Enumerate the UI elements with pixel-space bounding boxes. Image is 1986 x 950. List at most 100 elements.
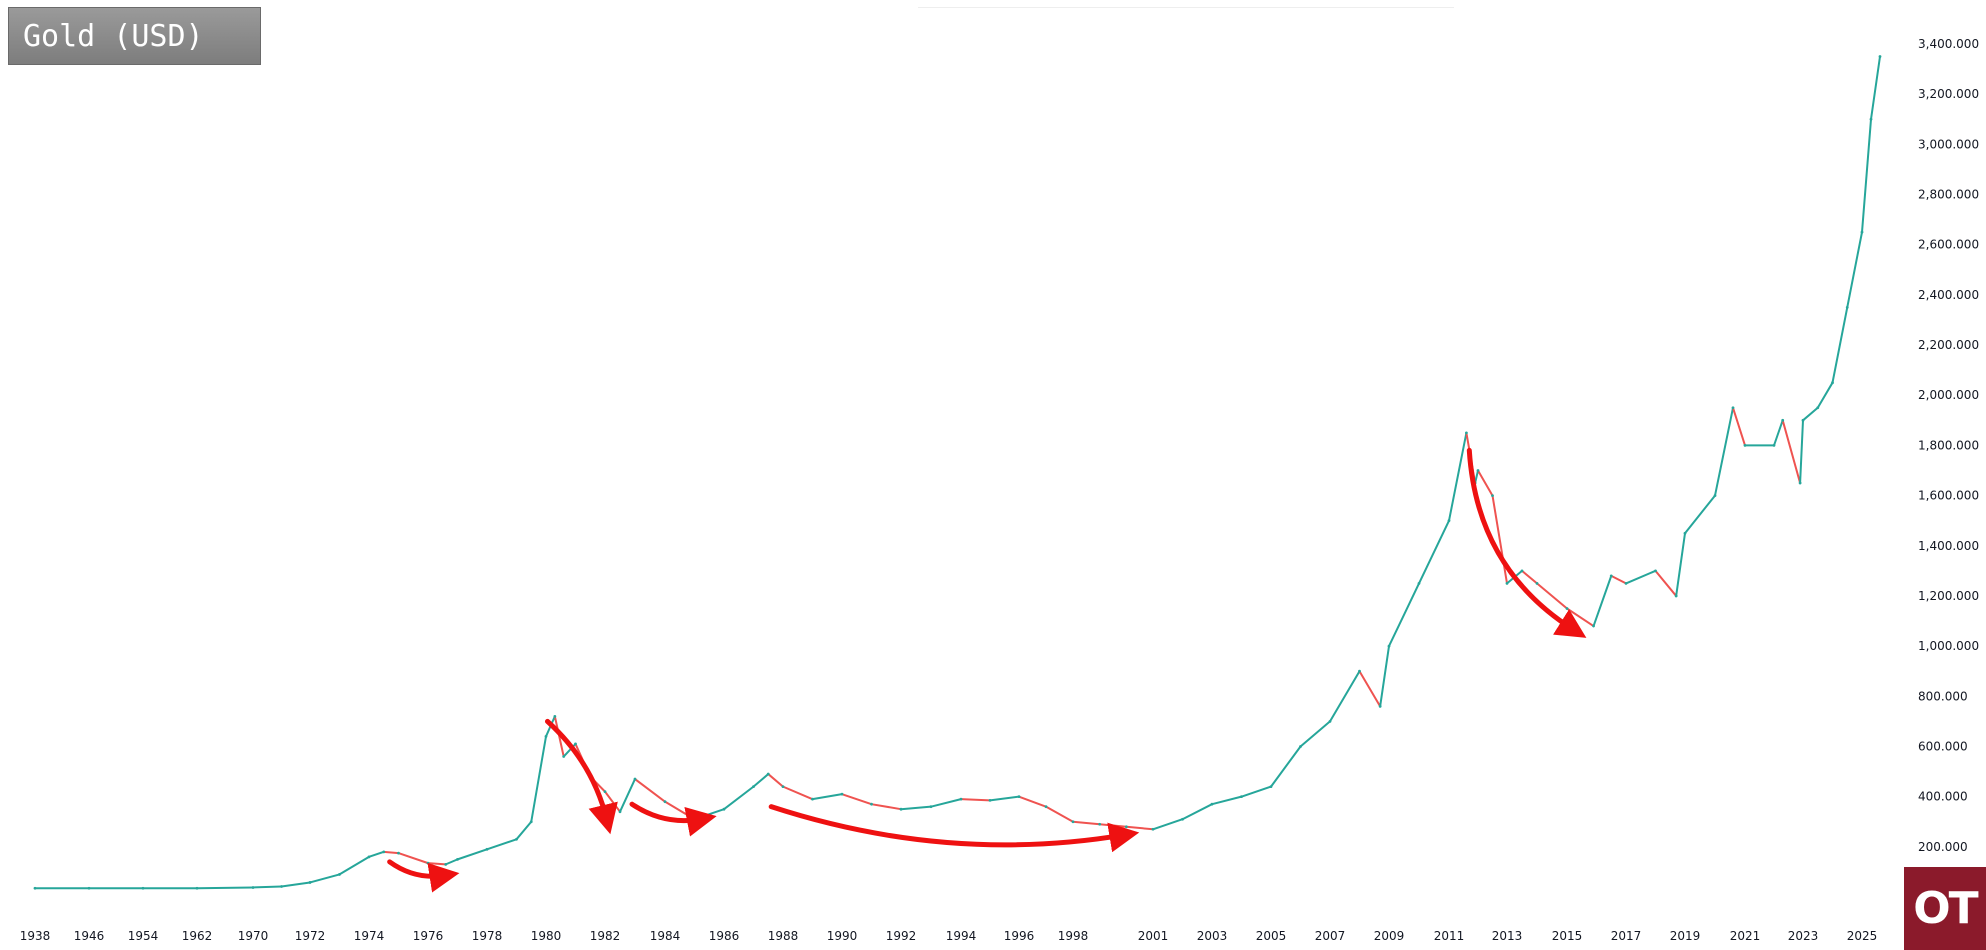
x-tick-label: 2025 <box>1847 929 1878 943</box>
price-point <box>280 885 283 888</box>
price-segment <box>1816 381 1834 409</box>
price-point <box>663 800 667 804</box>
price-point <box>308 881 312 884</box>
x-tick-label: 2017 <box>1611 929 1642 943</box>
brand-logo: OT <box>1904 867 1986 950</box>
price-point <box>1520 569 1524 573</box>
price-segment <box>382 850 400 855</box>
price-segment <box>1477 469 1494 497</box>
price-segment <box>1388 582 1420 648</box>
price-point <box>515 837 518 841</box>
price-segment <box>1799 419 1804 485</box>
price-point <box>1565 607 1569 610</box>
y-tick-label: 2,800.000 <box>1918 188 1979 202</box>
price-segment <box>1625 569 1657 585</box>
price-point <box>618 810 622 814</box>
price-point <box>1609 574 1613 578</box>
price-segment <box>1684 494 1716 535</box>
price-segment <box>1675 532 1686 597</box>
price-segment <box>811 793 843 801</box>
y-tick-label: 3,200.000 <box>1918 87 1979 101</box>
price-segment <box>1072 820 1101 826</box>
price-segment <box>1610 574 1627 585</box>
x-tick-label: 1994 <box>946 929 977 943</box>
price-point <box>562 755 566 758</box>
price-point <box>1713 494 1717 497</box>
price-point <box>1151 827 1155 831</box>
price-segment <box>1714 406 1734 497</box>
price-segment <box>752 773 770 788</box>
price-segment <box>530 735 547 823</box>
price-point <box>929 805 933 809</box>
price-segment <box>196 886 254 890</box>
price-point <box>367 855 371 859</box>
price-point <box>1447 519 1451 523</box>
price-segment <box>1152 818 1184 831</box>
top-divider <box>918 7 1454 8</box>
price-point <box>1491 494 1494 497</box>
price-point <box>1328 719 1332 723</box>
x-tick-label: 1996 <box>1004 929 1035 943</box>
price-segment <box>515 820 533 841</box>
price-segment <box>1773 419 1784 447</box>
price-segment <box>1521 569 1538 585</box>
x-tick-label: 2005 <box>1256 929 1287 943</box>
price-segment <box>1018 795 1047 808</box>
price-segment <box>309 873 341 884</box>
price-point <box>485 847 489 851</box>
x-tick-label: 1970 <box>238 929 269 943</box>
price-point <box>1071 820 1075 824</box>
price-point <box>633 777 637 781</box>
y-tick-label: 3,400.000 <box>1918 37 1979 51</box>
price-segment <box>1211 795 1243 806</box>
x-tick-label: 2019 <box>1670 929 1701 943</box>
price-segment <box>1358 670 1382 708</box>
price-segment <box>397 852 429 865</box>
price-point <box>1592 624 1595 628</box>
y-tick-label: 3,000.000 <box>1918 137 1979 151</box>
price-point <box>1781 418 1785 422</box>
price-point <box>1674 594 1678 598</box>
price-point <box>544 735 548 738</box>
price-point <box>1860 230 1864 234</box>
price-point <box>1772 444 1776 447</box>
price-segment <box>1870 55 1881 121</box>
price-point <box>1181 817 1184 821</box>
y-tick-label: 1,400.000 <box>1918 539 1979 553</box>
price-point <box>251 886 255 889</box>
price-point <box>1845 306 1849 309</box>
price-point <box>1098 822 1102 826</box>
price-point <box>529 820 533 824</box>
x-tick-label: 2013 <box>1492 929 1523 943</box>
price-segment <box>252 885 283 889</box>
price-segment <box>1448 431 1468 522</box>
price-segment <box>1732 406 1746 447</box>
price-segment <box>1299 720 1331 748</box>
price-point <box>811 797 814 801</box>
price-point <box>574 742 577 746</box>
price-point <box>397 851 400 855</box>
price-segment <box>634 778 666 803</box>
y-tick-label: 1,600.000 <box>1918 489 1979 503</box>
price-segment <box>900 805 932 811</box>
x-tick-label: 2021 <box>1730 929 1761 943</box>
price-point <box>338 873 341 876</box>
trend-arrow <box>1466 447 1587 638</box>
price-point <box>1743 444 1747 447</box>
x-tick-label: 2001 <box>1138 929 1169 943</box>
price-segment <box>1045 805 1074 823</box>
trend-arrow <box>544 718 618 835</box>
price-point <box>426 861 430 865</box>
price-point <box>33 886 37 890</box>
price-point <box>899 807 903 811</box>
price-segment <box>338 855 370 876</box>
price-segment <box>280 881 311 888</box>
trend-arrow <box>768 804 1140 853</box>
y-tick-label: 1,200.000 <box>1918 589 1979 603</box>
price-segment <box>1781 419 1802 485</box>
x-tick-label: 2003 <box>1197 929 1228 943</box>
price-segment <box>619 778 636 813</box>
price-point <box>1878 55 1882 58</box>
x-tick-label: 1988 <box>768 929 799 943</box>
price-point <box>1299 745 1302 748</box>
